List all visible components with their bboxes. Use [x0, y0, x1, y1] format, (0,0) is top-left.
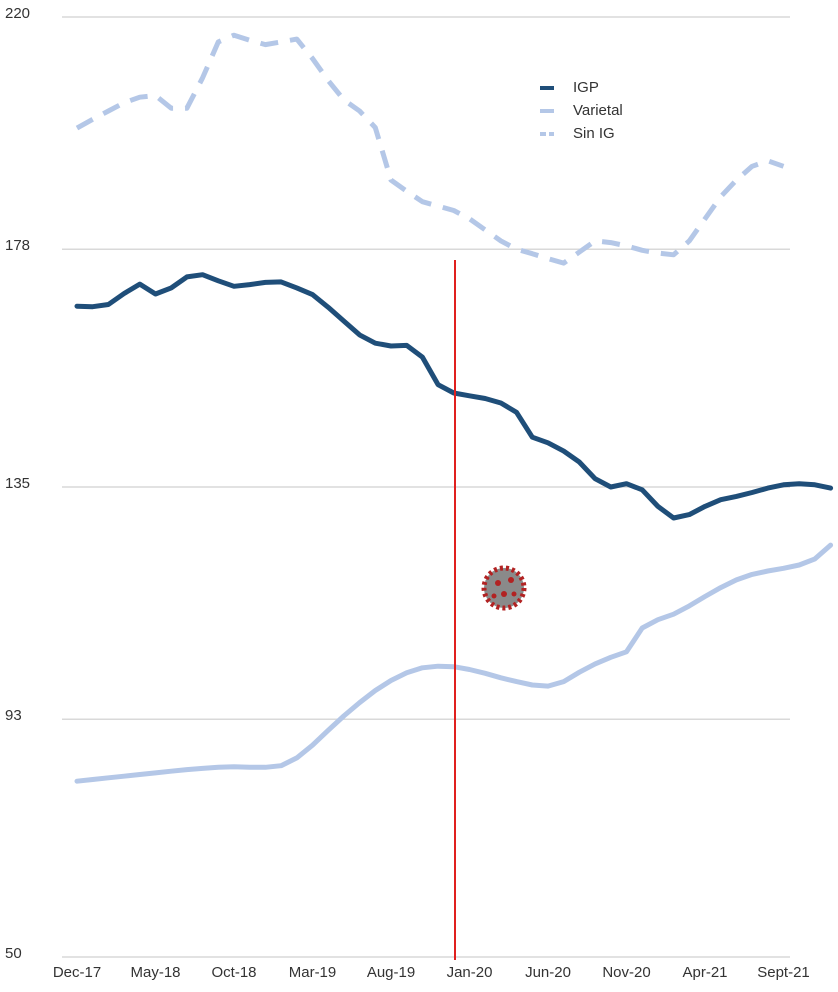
y-tick-label: 220 — [5, 5, 30, 22]
x-tick-label: Oct-18 — [211, 964, 256, 981]
series-line — [74, 272, 834, 521]
x-tick-label: Dec-17 — [53, 964, 101, 981]
x-tick-label: May-18 — [130, 964, 180, 981]
x-tick-label: Jun-20 — [525, 964, 571, 981]
series-line — [74, 542, 834, 784]
x-tick-label: Nov-20 — [602, 964, 650, 981]
x-tick-label: Mar-19 — [289, 964, 337, 981]
legend-label: IGP — [573, 79, 599, 96]
legend-label: Sin IG — [573, 125, 615, 142]
x-tick-label: Jan-20 — [447, 964, 493, 981]
virus-icon — [481, 565, 527, 611]
y-tick-label: 50 — [5, 945, 22, 962]
y-tick-label: 178 — [5, 237, 30, 254]
x-tick-label: Sept-21 — [757, 964, 810, 981]
series-line — [75, 32, 785, 266]
y-tick-label: 135 — [5, 475, 30, 492]
x-tick-label: Aug-19 — [367, 964, 415, 981]
plot: 50 93 135 178 220 Dec-17 May-18 Oct-18 Mar-19 Aug… — [5, 5, 834, 981]
y-tick-label: 93 — [5, 707, 22, 724]
x-tick-label: Apr-21 — [682, 964, 727, 981]
legend-label: Varietal — [573, 102, 623, 119]
